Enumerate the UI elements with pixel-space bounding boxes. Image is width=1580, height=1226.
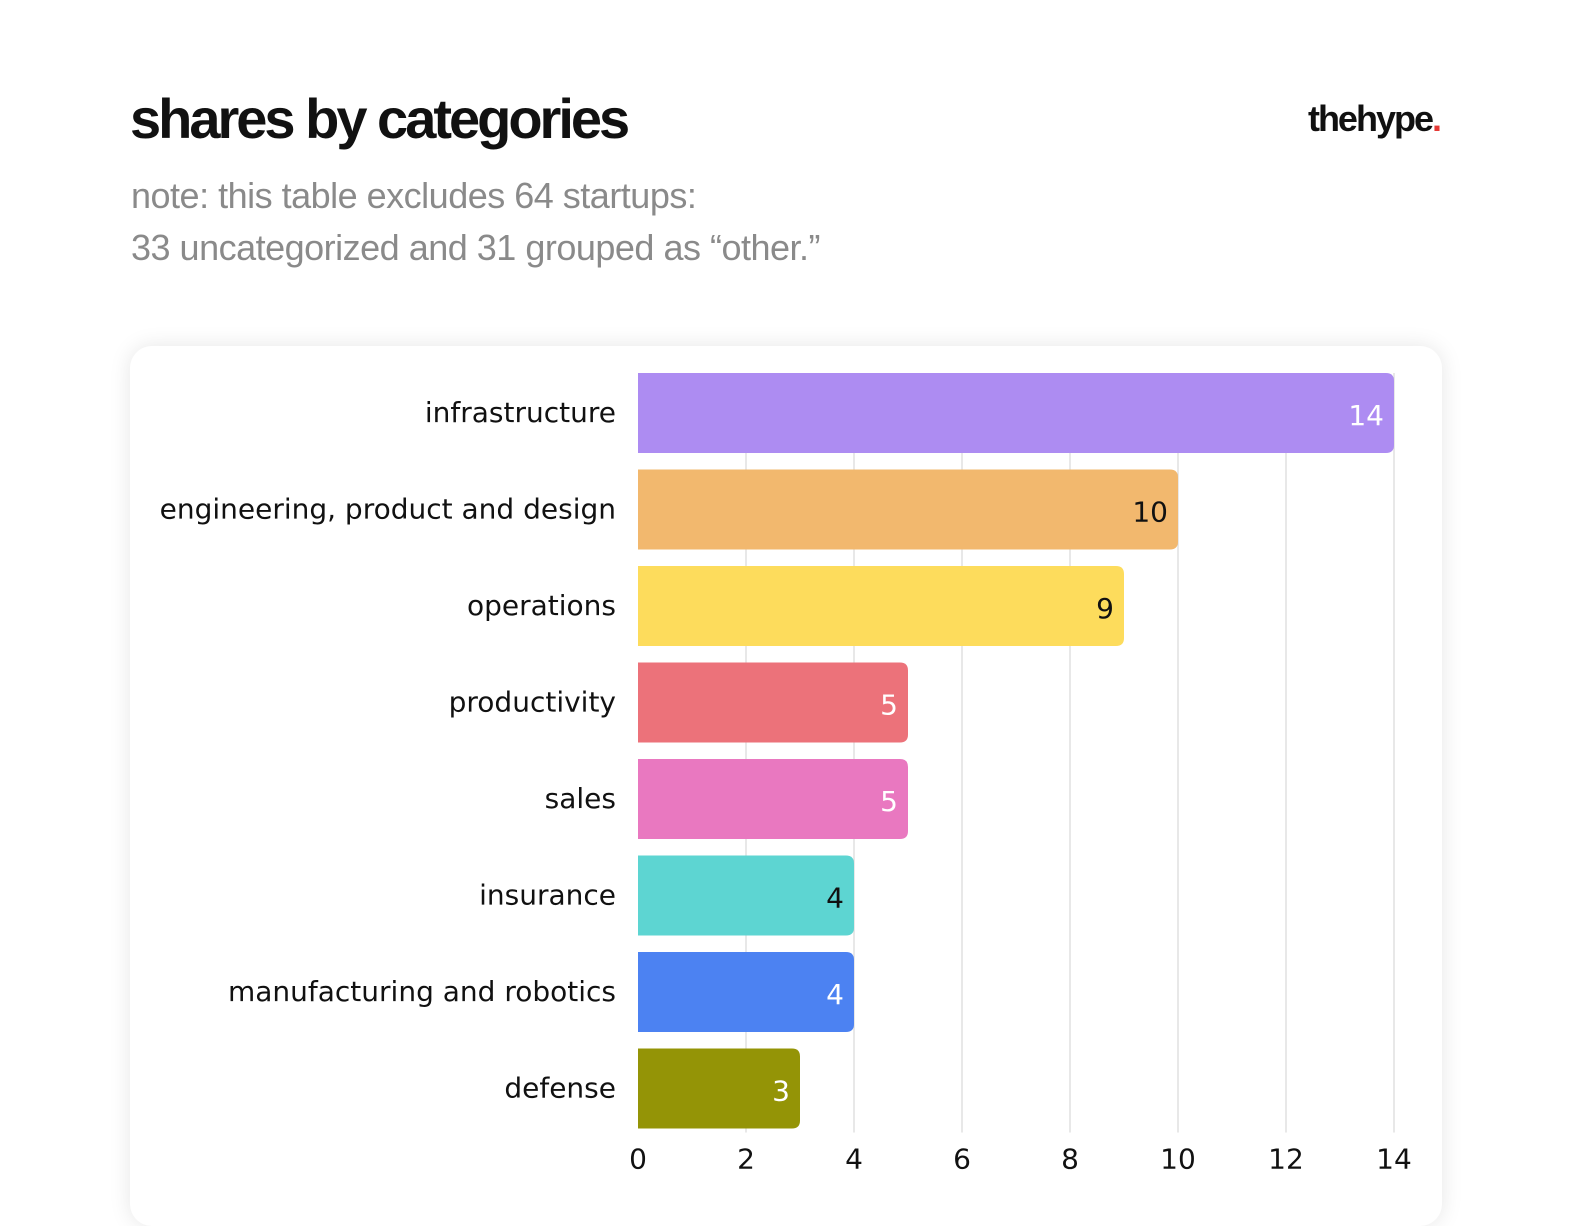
category-label: manufacturing and robotics (228, 975, 616, 1008)
x-tick-label: 0 (629, 1143, 647, 1176)
bar-defense (638, 1048, 800, 1129)
bar-value-label: 5 (880, 785, 898, 818)
chart-title: shares by categories (130, 87, 630, 150)
bar-value-label: 10 (1132, 496, 1168, 529)
logo-text: thehype (1307, 98, 1434, 139)
x-tick-label: 14 (1376, 1143, 1412, 1176)
category-label: defense (504, 1072, 616, 1105)
x-tick-label: 6 (953, 1143, 971, 1176)
bar-sales (638, 759, 908, 839)
x-tick-label: 4 (845, 1143, 863, 1176)
category-label: engineering, product and design (160, 493, 616, 526)
bar-value-label: 5 (880, 689, 898, 722)
category-label: operations (467, 589, 616, 622)
bar-engineering-product-and-design (638, 469, 1178, 550)
x-tick-label: 10 (1160, 1143, 1196, 1176)
bar-insurance (638, 855, 854, 936)
category-label: sales (545, 782, 616, 815)
bar-productivity (638, 662, 908, 743)
x-tick-label: 12 (1268, 1143, 1304, 1176)
bar-value-label: 4 (826, 882, 844, 915)
bar-value-label: 9 (1096, 592, 1114, 625)
bar-infrastructure (638, 373, 1394, 453)
category-label: insurance (479, 879, 616, 912)
x-tick-label: 8 (1061, 1143, 1079, 1176)
bar-operations (638, 566, 1124, 646)
note-line-2: 33 uncategorized and 31 grouped as “othe… (131, 227, 821, 268)
bar-value-label: 3 (772, 1075, 790, 1108)
chart-card: 0 2 4 6 8 10 12 14 infrastructure 14 engineering, … (130, 346, 1442, 1226)
category-label: productivity (449, 686, 616, 719)
bar-chart: 0 2 4 6 8 10 12 14 infrastructure 14 engineering, … (160, 373, 1412, 1176)
x-tick-label: 2 (737, 1143, 755, 1176)
bar-value-label: 4 (826, 978, 844, 1011)
note-line-1: note: this table excludes 64 startups: (131, 175, 697, 216)
chart-note: note: this table excludes 64 startups: 3… (131, 170, 821, 274)
category-label: infrastructure (425, 396, 616, 429)
bar-manufacturing-and-robotics (638, 952, 854, 1032)
logo-dot: . (1431, 98, 1442, 139)
bar-value-label: 14 (1348, 399, 1384, 432)
thehype-logo: thehype. (1307, 98, 1442, 140)
